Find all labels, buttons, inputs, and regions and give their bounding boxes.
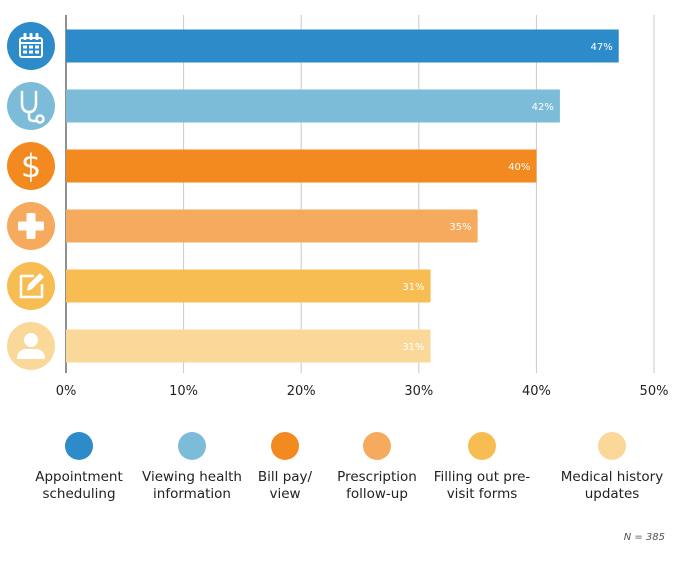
legend-label: Bill pay/ view xyxy=(257,469,313,502)
legend-item: Bill pay/ view xyxy=(225,432,345,503)
gridlines xyxy=(65,15,655,373)
bar xyxy=(66,149,537,183)
person-icon xyxy=(7,322,55,370)
calendar-icon xyxy=(7,22,55,70)
x-tick-label: 30% xyxy=(404,384,433,399)
x-tick-label: 0% xyxy=(56,384,77,399)
legend: Appointment scheduling Viewing health inf… xyxy=(0,432,675,512)
bar-value-labels: 47% 42% 40% 35% 31% 31% xyxy=(402,42,612,353)
legend-swatch xyxy=(468,432,496,460)
bar-chart: $ 47% 42% 40% 35% 31% 31% 0% 10% 20% 30% 40% 50% xyxy=(7,15,669,399)
stethoscope-icon xyxy=(7,82,55,130)
x-tick-label: 40% xyxy=(522,384,551,399)
legend-swatch xyxy=(271,432,299,460)
legend-label: Filling out pre- visit forms xyxy=(433,469,531,502)
bar-value-label: 35% xyxy=(449,222,471,233)
legend-swatch xyxy=(598,432,626,460)
svg-text:$: $ xyxy=(21,147,41,185)
category-icons: $ xyxy=(7,22,55,370)
bar xyxy=(66,89,560,123)
edit-form-icon xyxy=(7,262,55,310)
legend-item: Appointment scheduling xyxy=(19,432,139,503)
bar-value-label: 47% xyxy=(590,42,612,53)
bar xyxy=(66,329,431,363)
legend-item: Prescription follow-up xyxy=(317,432,437,503)
x-axis-ticks: 0% 10% 20% 30% 40% 50% xyxy=(56,384,669,399)
x-tick-label: 10% xyxy=(169,384,198,399)
legend-label: Appointment scheduling xyxy=(35,469,123,502)
legend-swatch xyxy=(178,432,206,460)
legend-label: Prescription follow-up xyxy=(337,469,417,502)
bar xyxy=(66,209,478,243)
legend-item: Filling out pre- visit forms xyxy=(422,432,542,503)
sample-size-note: N = 385 xyxy=(623,532,665,543)
bar-value-label: 31% xyxy=(402,282,424,293)
legend-swatch xyxy=(363,432,391,460)
legend-item: Medical history updates xyxy=(552,432,672,503)
bar-value-label: 31% xyxy=(402,342,424,353)
legend-label: Medical history updates xyxy=(560,469,664,502)
legend-label: Viewing health information xyxy=(142,469,242,502)
x-tick-label: 50% xyxy=(640,384,669,399)
medical-cross-icon xyxy=(7,202,55,250)
legend-item: Viewing health information xyxy=(132,432,252,503)
legend-swatch xyxy=(65,432,93,460)
bars xyxy=(66,29,619,363)
x-tick-label: 20% xyxy=(287,384,316,399)
bar xyxy=(66,29,619,63)
bar-value-label: 42% xyxy=(532,102,554,113)
bar xyxy=(66,269,431,303)
bar-value-label: 40% xyxy=(508,162,530,173)
dollar-icon: $ xyxy=(7,142,55,190)
